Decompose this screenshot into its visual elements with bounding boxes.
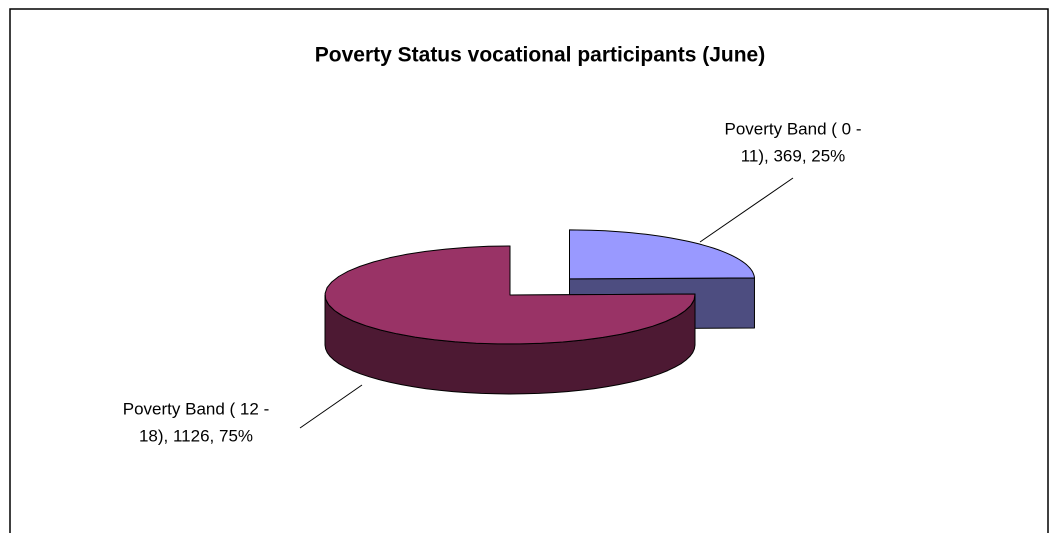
leader-line <box>699 177 794 243</box>
chart-frame <box>9 8 1049 533</box>
data-label: Poverty Band ( 12 - <box>123 399 269 418</box>
slice <box>569 229 755 280</box>
leader-line <box>299 384 363 429</box>
slice <box>324 245 696 345</box>
data-label: 11), 369, 25% <box>741 146 846 165</box>
chart-title: Poverty Status vocational participants (… <box>315 44 765 67</box>
data-label: Poverty Band ( 0 - <box>724 119 861 138</box>
pie <box>324 229 755 395</box>
data-label: 18), 1126, 75% <box>139 426 253 445</box>
